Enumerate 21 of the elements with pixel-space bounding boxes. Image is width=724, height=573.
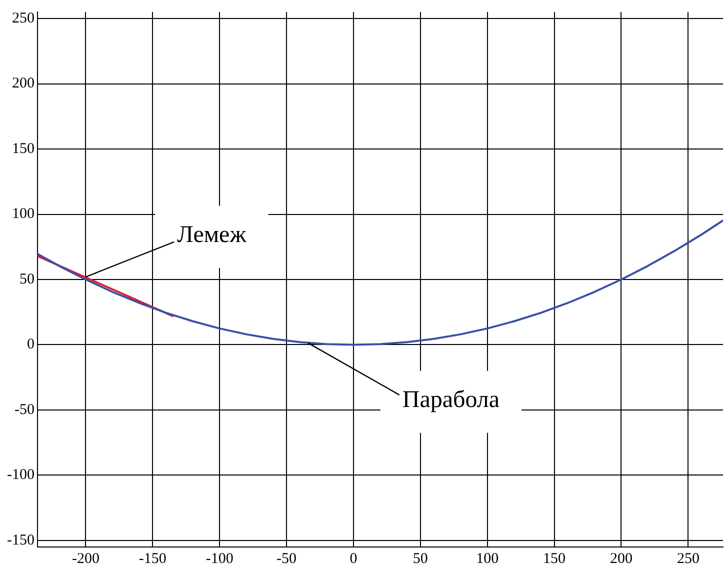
y-tick-label: -100 — [6, 467, 34, 484]
y-tick-label: -150 — [6, 532, 34, 548]
x-tick-label: 250 — [676, 550, 700, 567]
x-tick-label: -100 — [206, 550, 234, 567]
x-tick-label: -200 — [72, 550, 100, 567]
y-tick-label: 100 — [12, 206, 34, 222]
x-tick-label: 150 — [543, 550, 566, 567]
x-tick-label: 100 — [476, 550, 499, 567]
y-tick-label: 200 — [12, 76, 34, 92]
x-tick-label: -150 — [138, 550, 166, 567]
y-tick-label: -50 — [14, 402, 34, 418]
y-tick-label: 150 — [12, 140, 34, 157]
x-tick-label: 50 — [412, 550, 428, 567]
y-tick-label: 50 — [19, 271, 34, 288]
x-tick-label: -50 — [276, 550, 297, 567]
x-tick-label: 200 — [610, 550, 632, 567]
annotation: Лемеж — [177, 222, 247, 248]
y-tick-label: 0 — [26, 336, 34, 353]
x-tick-label: 0 — [350, 550, 358, 567]
y-tick-label: 250 — [12, 10, 34, 26]
annotation: Парабола — [402, 387, 500, 414]
